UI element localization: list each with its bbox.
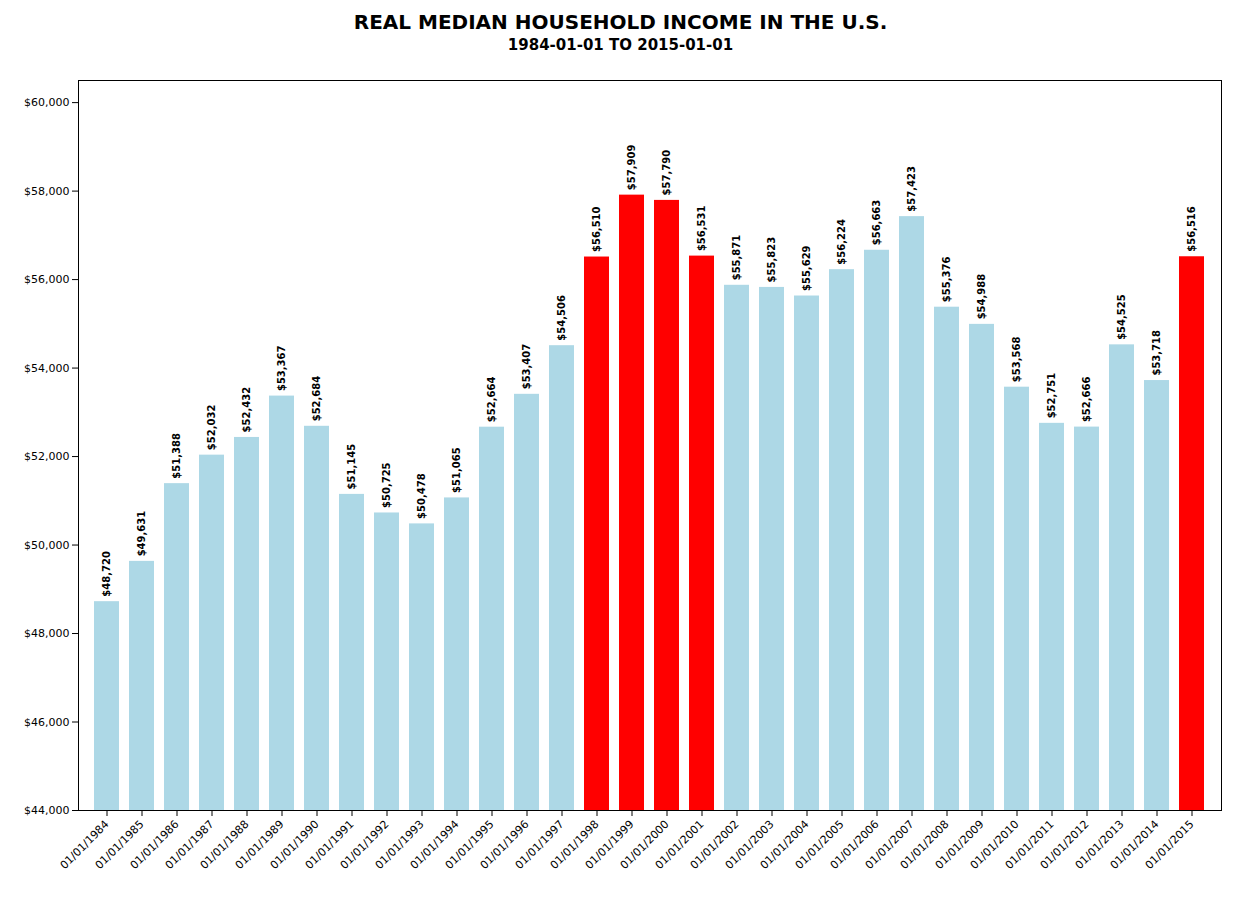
svg-text:01/01/2012: 01/01/2012: [1037, 817, 1092, 872]
svg-text:$57,790: $57,790: [661, 150, 672, 196]
svg-text:$49,631: $49,631: [136, 511, 147, 557]
svg-text:$52,664: $52,664: [486, 377, 497, 423]
svg-text:$56,663: $56,663: [871, 200, 882, 246]
svg-text:01/01/2001: 01/01/2001: [652, 817, 707, 872]
svg-text:01/01/2014: 01/01/2014: [1107, 817, 1162, 872]
svg-text:$48,720: $48,720: [101, 551, 112, 597]
svg-text:$60,000: $60,000: [24, 96, 70, 109]
svg-text:$55,376: $55,376: [941, 257, 952, 303]
svg-text:01/01/1990: 01/01/1990: [267, 817, 322, 872]
svg-text:$54,506: $54,506: [556, 295, 567, 341]
svg-text:01/01/1985: 01/01/1985: [92, 817, 147, 872]
svg-text:$51,388: $51,388: [171, 433, 182, 479]
svg-text:$46,000: $46,000: [24, 716, 70, 729]
svg-text:$56,531: $56,531: [696, 206, 707, 252]
svg-text:01/01/2008: 01/01/2008: [897, 817, 952, 872]
svg-text:01/01/1998: 01/01/1998: [547, 817, 602, 872]
svg-text:01/01/2005: 01/01/2005: [792, 817, 847, 872]
svg-text:$57,909: $57,909: [626, 145, 637, 191]
svg-text:01/01/1999: 01/01/1999: [582, 817, 637, 872]
svg-text:$48,000: $48,000: [24, 627, 70, 640]
svg-text:01/01/1993: 01/01/1993: [372, 817, 427, 872]
svg-text:$51,145: $51,145: [346, 444, 357, 490]
svg-text:$52,000: $52,000: [24, 450, 70, 463]
svg-text:01/01/2000: 01/01/2000: [617, 817, 672, 872]
svg-text:01/01/1996: 01/01/1996: [477, 817, 532, 872]
svg-text:01/01/1988: 01/01/1988: [197, 817, 252, 872]
svg-text:$53,568: $53,568: [1011, 337, 1022, 383]
svg-text:01/01/1997: 01/01/1997: [512, 817, 567, 872]
svg-text:$50,478: $50,478: [416, 473, 427, 519]
svg-text:$50,725: $50,725: [381, 462, 392, 508]
svg-text:$54,525: $54,525: [1116, 294, 1127, 340]
svg-text:$56,510: $56,510: [591, 206, 602, 252]
svg-text:01/01/1987: 01/01/1987: [162, 817, 217, 872]
svg-text:$51,065: $51,065: [451, 447, 462, 493]
svg-text:$52,032: $52,032: [206, 405, 217, 451]
svg-text:01/01/2009: 01/01/2009: [932, 817, 987, 872]
svg-text:01/01/2015: 01/01/2015: [1143, 818, 1197, 872]
svg-text:01/01/2006: 01/01/2006: [827, 817, 882, 872]
svg-text:$52,432: $52,432: [241, 387, 252, 433]
svg-text:01/01/2011: 01/01/2011: [1002, 817, 1057, 872]
svg-text:$57,423: $57,423: [906, 166, 917, 212]
svg-text:$53,367: $53,367: [276, 345, 287, 391]
svg-text:01/01/1986: 01/01/1986: [127, 817, 182, 872]
svg-text:01/01/2002: 01/01/2002: [687, 817, 742, 872]
svg-text:$55,871: $55,871: [731, 235, 742, 281]
svg-text:$55,629: $55,629: [801, 245, 812, 291]
svg-text:01/01/1991: 01/01/1991: [302, 817, 357, 872]
svg-text:01/01/1995: 01/01/1995: [442, 817, 497, 872]
svg-text:$56,000: $56,000: [24, 273, 70, 286]
svg-text:$56,516: $56,516: [1186, 206, 1197, 252]
svg-text:$54,988: $54,988: [976, 274, 987, 320]
svg-text:01/01/2004: 01/01/2004: [757, 817, 812, 872]
svg-text:$52,684: $52,684: [311, 376, 322, 422]
svg-text:$54,000: $54,000: [24, 362, 70, 375]
svg-text:$53,718: $53,718: [1151, 330, 1162, 376]
svg-text:01/01/2003: 01/01/2003: [722, 817, 777, 872]
svg-text:$58,000: $58,000: [24, 185, 70, 198]
svg-text:01/01/2013: 01/01/2013: [1072, 817, 1127, 872]
svg-text:01/01/1994: 01/01/1994: [407, 817, 462, 872]
svg-text:$44,000: $44,000: [24, 804, 70, 817]
svg-text:$56,224: $56,224: [836, 219, 847, 265]
html-text:REAL MEDIAN HOUSEHOLD INCOME I: REAL MEDIAN HOUSEHOLD INCOME IN THE U.S.: [353, 10, 888, 34]
svg-text:$50,000: $50,000: [24, 539, 70, 552]
svg-text:01/01/2007: 01/01/2007: [862, 817, 917, 872]
svg-text:$53,407: $53,407: [521, 344, 532, 390]
svg-text:01/01/1989: 01/01/1989: [232, 817, 287, 872]
svg-text:$52,751: $52,751: [1046, 373, 1057, 419]
svg-text:01/01/1984: 01/01/1984: [57, 817, 112, 872]
svg-text:$52,666: $52,666: [1081, 377, 1092, 423]
svg-text:01/01/2010: 01/01/2010: [967, 817, 1022, 872]
svg-text:01/01/1992: 01/01/1992: [337, 817, 392, 872]
svg-text:$55,823: $55,823: [766, 237, 777, 283]
html-text:1984-01-01 TO 2015-01-01: 1984-01-01 TO 2015-01-01: [507, 36, 734, 54]
